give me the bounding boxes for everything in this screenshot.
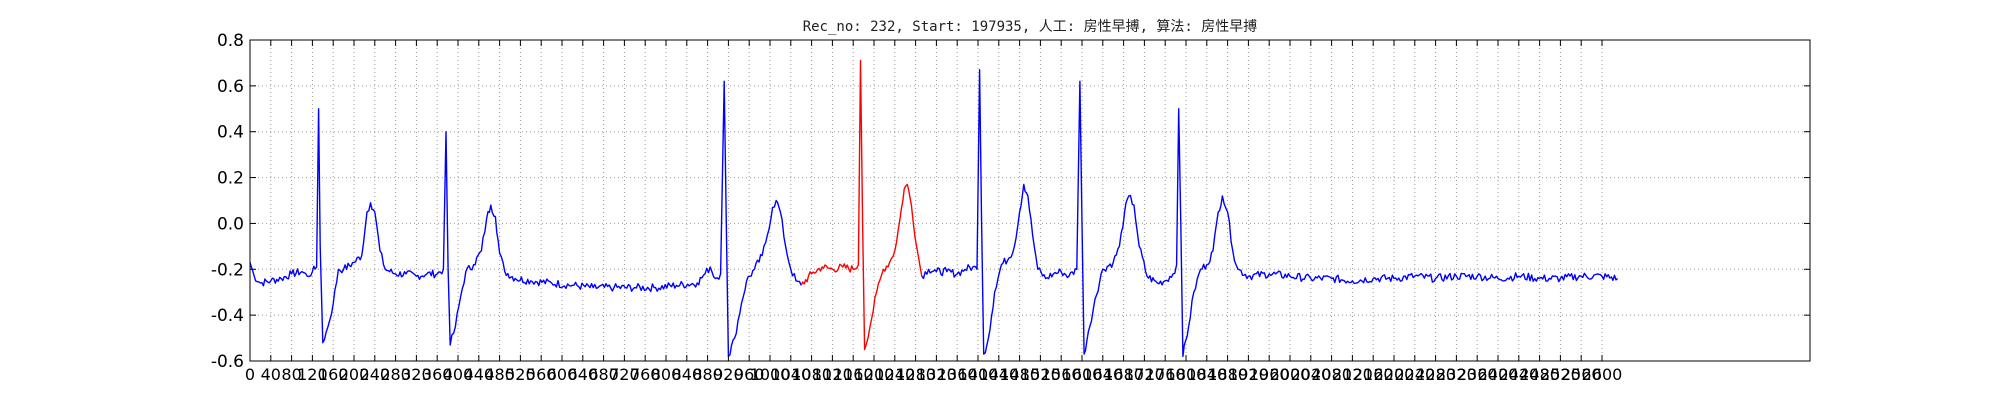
x-tick-label: 560 <box>526 365 557 384</box>
x-tick-label: 1360 <box>937 365 978 384</box>
x-tick-label: 400 <box>443 365 474 384</box>
x-tick-label: 200 <box>339 365 370 384</box>
x-tick-label: 1400 <box>958 365 999 384</box>
x-tick-label: 1200 <box>854 365 895 384</box>
x-tick-label: 40 <box>261 365 281 384</box>
x-tick-label: 2520 <box>1540 365 1581 384</box>
x-tick-label: 2320 <box>1436 365 1477 384</box>
x-tick-label: 2360 <box>1457 365 1498 384</box>
x-tick-label: 2160 <box>1353 365 1394 384</box>
plot-frame <box>249 39 1811 362</box>
y-tick-label: -0.2 <box>211 260 244 280</box>
x-tick-label: 880 <box>692 365 723 384</box>
x-tick-label: 1600 <box>1062 365 1103 384</box>
x-tick-label: 80 <box>281 365 301 384</box>
x-tick-label: 320 <box>401 365 432 384</box>
x-tick-label: 640 <box>568 365 599 384</box>
y-axis: -0.6 -0.4 -0.2 0.0 0.2 0.4 0.6 0.8 <box>211 31 1810 372</box>
x-tick-label: 360 <box>422 365 453 384</box>
x-tick-label: 1480 <box>999 365 1040 384</box>
x-tick-label: 1720 <box>1124 365 1165 384</box>
x-tick-label: 2560 <box>1561 365 1602 384</box>
x-tick-label: 1040 <box>770 365 811 384</box>
x-tick-label: 840 <box>672 365 703 384</box>
x-tick-label: 720 <box>609 365 640 384</box>
x-tick-label: 1520 <box>1020 365 1061 384</box>
x-tick-label: 2200 <box>1374 365 1415 384</box>
ecg-series-2 <box>921 69 1619 358</box>
x-tick-label: 1120 <box>812 365 853 384</box>
chart-title: Rec_no: 232, Start: 197935, 人工: 房性早搏, 算法… <box>803 18 1258 35</box>
y-tick-label: 0.0 <box>217 214 244 234</box>
x-tick-label: 1240 <box>874 365 915 384</box>
x-tick-label: 1280 <box>895 365 936 384</box>
x-tick-label: 2440 <box>1498 365 1539 384</box>
x-tick-label: 1320 <box>916 365 957 384</box>
x-tick-label: 1800 <box>1166 365 1207 384</box>
y-tick-label: 0.2 <box>217 169 244 189</box>
x-tick-label: 280 <box>380 365 411 384</box>
x-tick-label: 2480 <box>1519 365 1560 384</box>
x-tick-label: 240 <box>360 365 391 384</box>
x-tick-label: 600 <box>547 365 578 384</box>
x-tick-label: 760 <box>630 365 661 384</box>
x-tick-label: 920 <box>713 365 744 384</box>
x-tick-label: 1760 <box>1145 365 1186 384</box>
x-tick-label: 1680 <box>1103 365 1144 384</box>
y-tick-label: -0.6 <box>211 352 244 372</box>
x-tick-label: 520 <box>505 365 536 384</box>
x-tick-label: 680 <box>588 365 619 384</box>
x-tick-label: 1880 <box>1207 365 1248 384</box>
x-axis: 0 40 8012016020024028032036040044048052056… <box>245 40 1622 384</box>
x-tick-label: 160 <box>318 365 349 384</box>
x-tick-label: 2400 <box>1478 365 1519 384</box>
y-tick-label: -0.4 <box>211 306 244 326</box>
grid-lines <box>249 39 1810 362</box>
x-tick-label: 1440 <box>978 365 1019 384</box>
ecg-series-0 <box>249 80 802 358</box>
x-tick-label: 1920 <box>1228 365 1269 384</box>
x-tick-label: 480 <box>484 365 515 384</box>
x-tick-label: 2240 <box>1394 365 1435 384</box>
y-tick-label: 0.6 <box>217 77 244 97</box>
x-tick-label: 1080 <box>791 365 832 384</box>
x-tick-label: 800 <box>651 365 682 384</box>
x-tick-label: 1840 <box>1186 365 1227 384</box>
x-tick-label: 2040 <box>1290 365 1331 384</box>
x-tick-label: 440 <box>464 365 495 384</box>
x-tick-label: 2000 <box>1270 365 1311 384</box>
x-tick-label: 1640 <box>1082 365 1123 384</box>
y-tick-label: 0.8 <box>217 31 244 51</box>
x-tick-label: 1960 <box>1249 365 1290 384</box>
y-tick-label: 0.4 <box>217 123 244 143</box>
x-tick-label: 960 <box>734 365 765 384</box>
x-tick-label: 1000 <box>750 365 791 384</box>
x-tick-label: 1160 <box>833 365 874 384</box>
ecg-series-1 <box>800 59 923 351</box>
x-tick-label: 2280 <box>1415 365 1456 384</box>
x-tick-label: 120 <box>297 365 328 384</box>
ecg-series <box>249 59 1619 358</box>
x-tick-label: 0 <box>245 365 255 384</box>
x-tick-label: 2600 <box>1582 365 1623 384</box>
x-tick-label: 1560 <box>1041 365 1082 384</box>
x-tick-label: 2120 <box>1332 365 1373 384</box>
x-tick-label: 2080 <box>1311 365 1352 384</box>
